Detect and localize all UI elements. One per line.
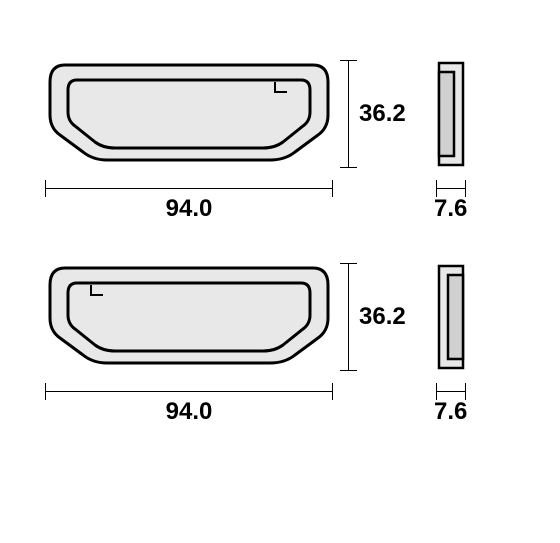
brake-pad-side-2	[436, 263, 466, 376]
width-label-2: 94.0	[166, 398, 213, 426]
pad-side-group-2: 7.6	[436, 263, 466, 426]
width-dimension-2: 94.0	[45, 391, 333, 426]
width-dimension-1: 94.0	[45, 188, 333, 223]
height-dim-line-2	[348, 263, 349, 371]
pad-side-group-1: 7.6	[436, 60, 466, 223]
pad-row-2: 94.0 36.2 7.6	[45, 263, 515, 426]
thick-dim-line-2	[436, 391, 466, 392]
width-label-1: 94.0	[166, 195, 213, 223]
width-dim-line-2	[45, 391, 333, 392]
diagram-container: 94.0 36.2 7.6	[45, 60, 515, 441]
height-label-2: 36.2	[359, 303, 406, 331]
pad-row-1: 94.0 36.2 7.6	[45, 60, 515, 223]
thickness-label-1: 7.6	[434, 195, 467, 223]
height-dim-line-1	[348, 60, 349, 168]
height-dimension-2: 36.2	[348, 263, 406, 371]
height-dimension-1: 36.2	[348, 60, 406, 168]
height-label-1: 36.2	[359, 100, 406, 128]
thickness-dimension-1: 7.6	[436, 188, 466, 223]
thick-dim-line-1	[436, 188, 466, 189]
thickness-label-2: 7.6	[434, 398, 467, 426]
brake-pad-front-2	[45, 263, 333, 376]
right-column-2: 36.2 7.6	[333, 263, 466, 426]
brake-pad-side-1	[436, 60, 466, 173]
pad-front-group-2: 94.0	[45, 263, 333, 426]
right-column-1: 36.2 7.6	[333, 60, 466, 223]
width-dim-line-1	[45, 188, 333, 189]
pad-front-group-1: 94.0	[45, 60, 333, 223]
brake-pad-front-1	[45, 60, 333, 173]
thickness-dimension-2: 7.6	[436, 391, 466, 426]
